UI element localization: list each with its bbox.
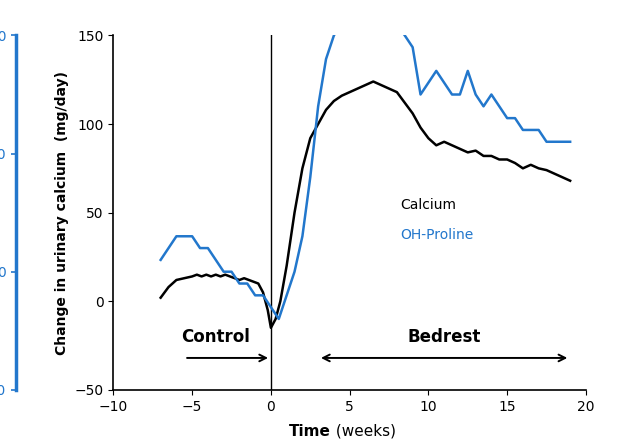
Text: OH-Proline: OH-Proline	[400, 228, 473, 242]
Text: Control: Control	[181, 327, 250, 346]
Text: Calcium: Calcium	[400, 198, 456, 212]
Text: (weeks): (weeks)	[331, 424, 396, 439]
Text: Time: Time	[289, 424, 331, 439]
Text: Bedrest: Bedrest	[408, 327, 481, 346]
Y-axis label: Change in urinary calcium  (mg/day): Change in urinary calcium (mg/day)	[55, 70, 69, 355]
